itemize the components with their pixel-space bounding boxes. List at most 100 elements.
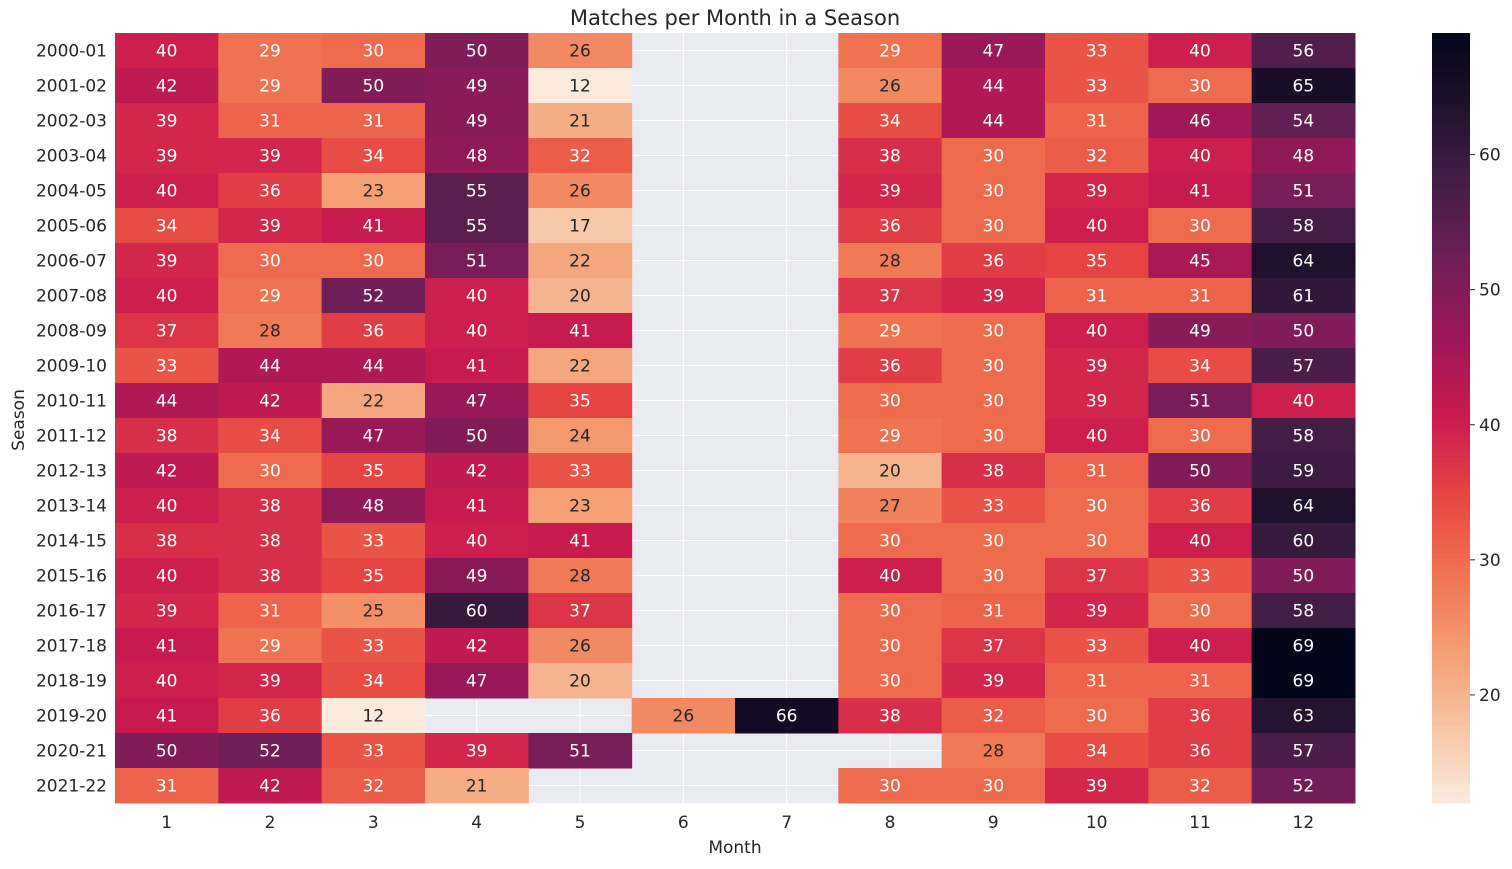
cell-value-label: 32 — [1086, 147, 1108, 167]
heatmap-cell — [218, 558, 323, 594]
heatmap-cell — [115, 103, 219, 139]
colorbar-segment — [1432, 161, 1470, 169]
cell-value-label: 58 — [1293, 602, 1315, 622]
heatmap-cell — [115, 523, 219, 559]
heatmap-cell — [941, 313, 1046, 349]
y-tick-label: 2005-06 — [36, 217, 107, 237]
cell-value-label: 40 — [156, 182, 178, 202]
heatmap-cell — [1148, 138, 1253, 174]
heatmap-cell — [1045, 523, 1149, 559]
cell-value-label: 26 — [673, 707, 695, 727]
colorbar-segment — [1432, 597, 1470, 605]
cell-value-label: 55 — [466, 217, 488, 237]
cell-value-label: 38 — [156, 532, 178, 552]
colorbar-segment — [1432, 539, 1470, 547]
colorbar-segment — [1432, 790, 1470, 798]
cell-value-label: 40 — [466, 322, 488, 342]
cell-value-label: 41 — [363, 217, 385, 237]
colorbar-segment — [1432, 257, 1470, 265]
heatmap-cell — [425, 383, 529, 419]
heatmap-cell — [735, 698, 839, 734]
cell-value-label: 41 — [156, 637, 178, 657]
colorbar-segment — [1432, 116, 1470, 124]
heatmap-cell — [115, 313, 219, 349]
heatmap-cell — [528, 138, 633, 174]
heatmap-cell — [115, 593, 219, 629]
heatmap-cell — [1251, 453, 1356, 489]
y-tick-label: 2011-12 — [36, 427, 107, 447]
heatmap-cell — [321, 348, 426, 384]
heatmap-cell — [1045, 768, 1149, 804]
colorbar-segment — [1432, 495, 1470, 503]
cell-value-label: 37 — [983, 637, 1005, 657]
heatmap-cell — [218, 208, 323, 244]
heatmap-cell — [218, 173, 323, 209]
cell-value-label: 31 — [1086, 672, 1108, 692]
colorbar-segment — [1432, 135, 1470, 143]
cell-value-label: 40 — [466, 532, 488, 552]
cell-value-label: 50 — [1293, 567, 1315, 587]
colorbar-segment — [1432, 77, 1470, 85]
cell-value-label: 31 — [983, 602, 1005, 622]
y-tick-label: 2000-01 — [36, 42, 107, 62]
heatmap-cell — [838, 593, 943, 629]
heatmap-cell — [218, 103, 323, 139]
heatmap-cell — [528, 208, 633, 244]
heatmap-cell — [1045, 243, 1149, 279]
heatmap-cell — [1148, 418, 1253, 454]
heatmap-cell — [838, 488, 943, 524]
y-tick-label: 2004-05 — [36, 182, 107, 202]
heatmap-cell — [1045, 698, 1149, 734]
cell-value-label: 39 — [1086, 182, 1108, 202]
heatmap-cell — [1045, 488, 1149, 524]
colorbar-tick-label: 50 — [1479, 281, 1501, 301]
heatmap-cell — [115, 243, 219, 279]
cell-value-label: 57 — [1293, 357, 1315, 377]
colorbar-segment — [1432, 527, 1470, 535]
cell-value-label: 31 — [1086, 112, 1108, 132]
colorbar-segment — [1432, 514, 1470, 522]
heatmap-cell — [1251, 418, 1356, 454]
cell-value-label: 36 — [879, 357, 901, 377]
cell-value-label: 31 — [259, 602, 281, 622]
cell-value-label: 36 — [1189, 742, 1211, 762]
cell-value-label: 41 — [466, 357, 488, 377]
heatmap-cell — [941, 698, 1046, 734]
cell-value-label: 30 — [879, 532, 901, 552]
heatmap-cell — [1251, 488, 1356, 524]
heatmap-cell — [1148, 698, 1253, 734]
heatmap-cell — [528, 628, 633, 664]
heatmap-cell — [425, 313, 529, 349]
cell-value-label: 37 — [156, 322, 178, 342]
cell-value-label: 34 — [156, 217, 178, 237]
cell-value-label: 20 — [879, 462, 901, 482]
cell-value-label: 33 — [569, 462, 591, 482]
colorbar-segment — [1432, 142, 1470, 150]
colorbar-segment — [1432, 308, 1470, 316]
cell-value-label: 29 — [259, 77, 281, 97]
heatmap-cell — [115, 733, 219, 769]
colorbar-segment — [1432, 726, 1470, 734]
heatmap-cell — [838, 173, 943, 209]
colorbar-segment — [1432, 623, 1470, 631]
cell-value-label: 39 — [1086, 602, 1108, 622]
heatmap-cell — [941, 138, 1046, 174]
heatmap-cell — [838, 138, 943, 174]
colorbar-segment — [1432, 219, 1470, 227]
cell-value-label: 29 — [879, 42, 901, 62]
heatmap-cell — [528, 593, 633, 629]
colorbar-segment — [1432, 373, 1470, 381]
cell-value-label: 41 — [466, 497, 488, 517]
cell-value-label: 12 — [569, 77, 591, 97]
cell-value-label: 34 — [363, 672, 385, 692]
cell-value-label: 29 — [259, 637, 281, 657]
cell-value-label: 32 — [1189, 777, 1211, 797]
heatmap-cell — [321, 768, 426, 804]
colorbar-segment — [1432, 482, 1470, 490]
colorbar-segment — [1432, 315, 1470, 323]
cell-value-label: 36 — [879, 217, 901, 237]
heatmap-cell — [321, 278, 426, 314]
heatmap-cell — [218, 243, 323, 279]
cell-value-label: 30 — [879, 777, 901, 797]
cell-value-label: 41 — [156, 707, 178, 727]
